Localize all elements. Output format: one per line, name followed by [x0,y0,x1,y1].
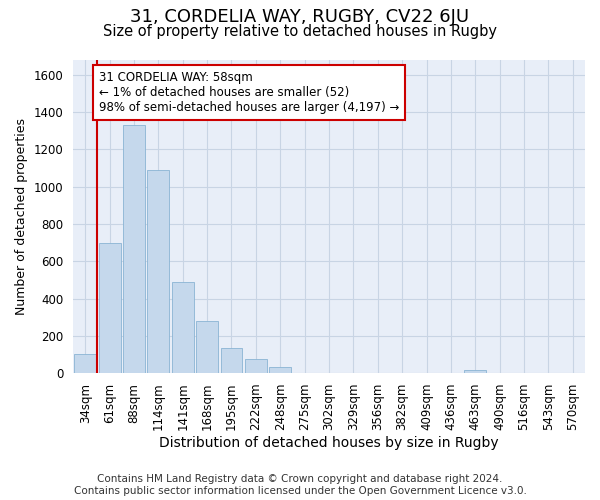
Bar [148,170,169,373]
Text: Size of property relative to detached houses in Rugby: Size of property relative to detached ho… [103,24,497,39]
Bar [172,282,194,373]
Y-axis label: Number of detached properties: Number of detached properties [15,118,28,315]
Bar [196,321,218,373]
Text: 31, CORDELIA WAY, RUGBY, CV22 6JU: 31, CORDELIA WAY, RUGBY, CV22 6JU [130,8,470,26]
Bar [464,370,486,373]
Bar [245,359,267,373]
Text: Contains HM Land Registry data © Crown copyright and database right 2024.
Contai: Contains HM Land Registry data © Crown c… [74,474,526,496]
Bar [98,242,121,373]
Bar [74,354,96,373]
Bar [269,366,291,373]
Bar [221,348,242,373]
Bar [123,125,145,373]
X-axis label: Distribution of detached houses by size in Rugby: Distribution of detached houses by size … [159,436,499,450]
Text: 31 CORDELIA WAY: 58sqm
← 1% of detached houses are smaller (52)
98% of semi-deta: 31 CORDELIA WAY: 58sqm ← 1% of detached … [98,71,399,114]
